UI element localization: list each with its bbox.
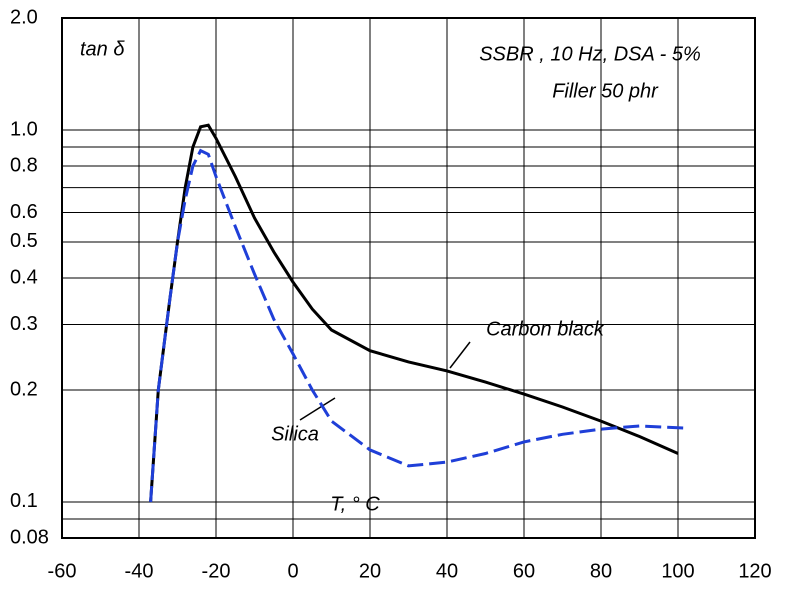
- y-tick-label: 2.0: [10, 6, 38, 28]
- x-tick-label: 60: [513, 560, 535, 582]
- x-tick-label: -60: [48, 560, 77, 582]
- y-tick-label: 0.8: [10, 154, 38, 176]
- leader-line: [449, 341, 471, 369]
- leader-line: [299, 397, 336, 421]
- y-tick-label: 1.0: [10, 118, 38, 140]
- annotation: SSBR , 10 Hz, DSA - 5%: [479, 43, 701, 65]
- series-label: Carbon black: [486, 318, 605, 340]
- x-tick-label: 40: [436, 560, 458, 582]
- y-tick-label: 0.6: [10, 201, 38, 223]
- annotation: Filler 50 phr: [552, 80, 659, 102]
- y-axis-label: tan δ: [80, 38, 125, 60]
- x-tick-label: 120: [738, 560, 771, 582]
- y-tick-label: 0.3: [10, 313, 38, 335]
- x-axis-label: T, ° C: [330, 493, 380, 515]
- y-tick-label: 0.4: [10, 266, 38, 288]
- x-tick-label: -20: [202, 560, 231, 582]
- series-line: [149, 148, 686, 503]
- x-tick-label: 80: [590, 560, 612, 582]
- y-tick-label: 0.1: [10, 490, 38, 512]
- x-tick-label: 0: [287, 560, 298, 582]
- x-tick-label: 20: [359, 560, 381, 582]
- y-tick-label: 0.2: [10, 378, 38, 400]
- x-tick-label: -40: [125, 560, 154, 582]
- y-tick-label: 0.08: [10, 526, 49, 548]
- series-line: [149, 123, 679, 503]
- plot-frame: [61, 17, 756, 539]
- x-tick-label: 100: [661, 560, 694, 582]
- y-tick-label: 0.5: [10, 230, 38, 252]
- series-label: Silica: [271, 423, 319, 445]
